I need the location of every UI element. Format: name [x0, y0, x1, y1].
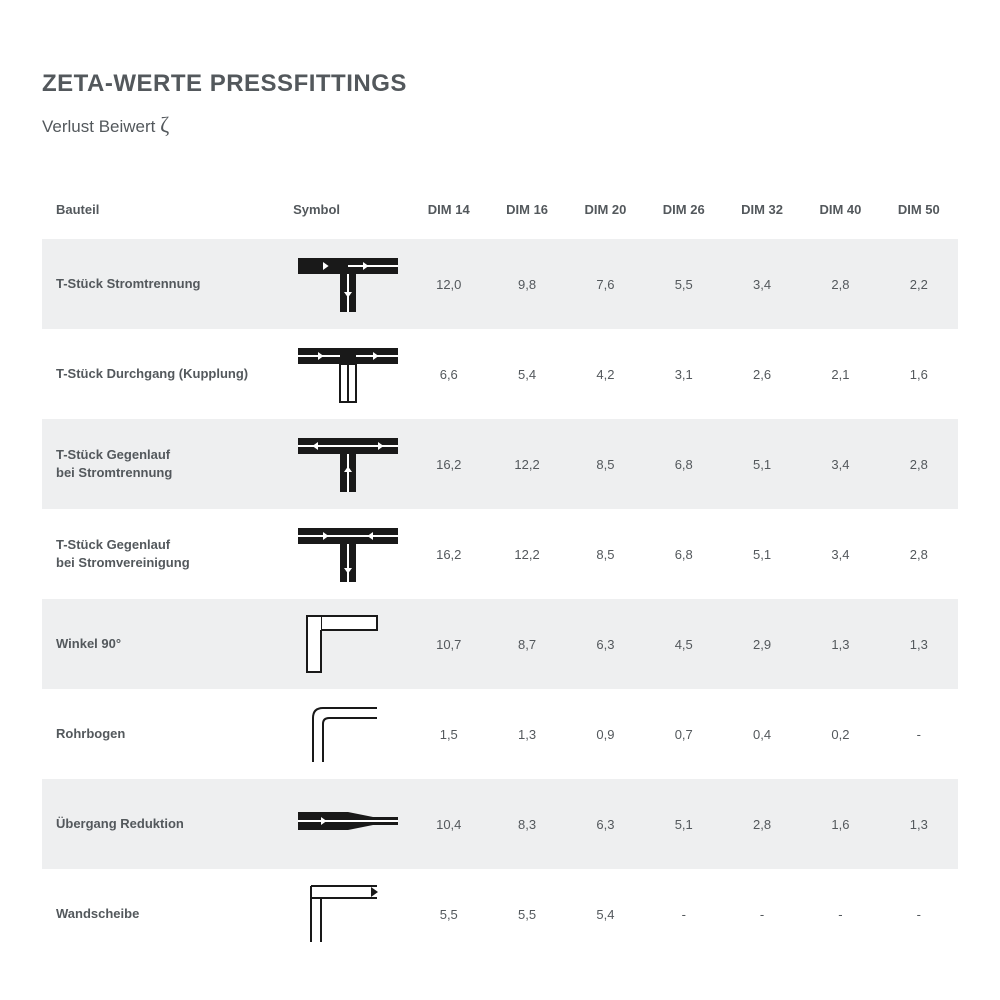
col-dim16: DIM 16 [488, 190, 566, 239]
value-cell: 0,7 [645, 689, 723, 779]
row-name: Übergang Reduktion [42, 779, 287, 869]
value-cell: 1,5 [410, 689, 488, 779]
value-cell: 12,0 [410, 239, 488, 329]
value-cell: 1,6 [801, 779, 879, 869]
table-row: Winkel 90° 10,78,76,34,52,91,31,3 [42, 599, 958, 689]
value-cell: 5,1 [723, 509, 801, 599]
zeta-table: Bauteil Symbol DIM 14 DIM 16 DIM 20 DIM … [42, 190, 958, 959]
value-cell: 5,1 [723, 419, 801, 509]
col-dim20: DIM 20 [566, 190, 644, 239]
value-cell: - [880, 869, 958, 959]
value-cell: 3,4 [801, 419, 879, 509]
value-cell: 2,6 [723, 329, 801, 419]
zeta-symbol: ζ [160, 112, 169, 137]
row-name: T-Stück Gegenlaufbei Stromvereinigung [42, 509, 287, 599]
col-symbol: Symbol [287, 190, 410, 239]
row-name: Wandscheibe [42, 869, 287, 959]
value-cell: 1,3 [801, 599, 879, 689]
value-cell: 3,4 [801, 509, 879, 599]
value-cell: 1,3 [488, 689, 566, 779]
table-row: T-Stück Gegenlaufbei Stromtrennung 16,21… [42, 419, 958, 509]
value-cell: 6,3 [566, 599, 644, 689]
value-cell: 5,4 [488, 329, 566, 419]
row-symbol-bend-icon [287, 689, 410, 779]
value-cell: 0,4 [723, 689, 801, 779]
value-cell: 10,7 [410, 599, 488, 689]
value-cell: 1,3 [880, 599, 958, 689]
value-cell: 2,8 [880, 419, 958, 509]
value-cell: 4,2 [566, 329, 644, 419]
value-cell: 3,4 [723, 239, 801, 329]
value-cell: 1,3 [880, 779, 958, 869]
value-cell: 2,2 [880, 239, 958, 329]
row-symbol-t-through-icon [287, 329, 410, 419]
value-cell: - [723, 869, 801, 959]
value-cell: 4,5 [645, 599, 723, 689]
value-cell: 5,1 [645, 779, 723, 869]
value-cell: 6,8 [645, 509, 723, 599]
value-cell: - [645, 869, 723, 959]
row-name: T-Stück Gegenlaufbei Stromtrennung [42, 419, 287, 509]
table-row: T-Stück Durchgang (Kupplung) 6,65,44,23,… [42, 329, 958, 419]
row-name: T-Stück Stromtrennung [42, 239, 287, 329]
table-row: T-Stück Gegenlaufbei Stromvereinigung 16… [42, 509, 958, 599]
table-row: Übergang Reduktion 10,48,36,35,12,81,61,… [42, 779, 958, 869]
value-cell: 8,5 [566, 419, 644, 509]
value-cell: 6,8 [645, 419, 723, 509]
row-symbol-t-sep-icon [287, 239, 410, 329]
col-dim40: DIM 40 [801, 190, 879, 239]
value-cell: 5,5 [645, 239, 723, 329]
value-cell: 5,4 [566, 869, 644, 959]
table-row: T-Stück Stromtrennung 12,09,87,65,53,42,… [42, 239, 958, 329]
value-cell: 0,9 [566, 689, 644, 779]
value-cell: 12,2 [488, 419, 566, 509]
col-dim32: DIM 32 [723, 190, 801, 239]
page-title: ZETA-WERTE PRESSFITTINGS [42, 70, 958, 98]
row-symbol-t-counter-sep-icon [287, 419, 410, 509]
value-cell: 5,5 [488, 869, 566, 959]
subtitle: Verlust Beiwert ζ [42, 112, 958, 138]
row-symbol-reducer-icon [287, 779, 410, 869]
value-cell: 2,1 [801, 329, 879, 419]
value-cell: 1,6 [880, 329, 958, 419]
row-name: Rohrbogen [42, 689, 287, 779]
row-name: Winkel 90° [42, 599, 287, 689]
value-cell: 2,8 [801, 239, 879, 329]
value-cell: 2,8 [880, 509, 958, 599]
col-dim26: DIM 26 [645, 190, 723, 239]
value-cell: 5,5 [410, 869, 488, 959]
value-cell: 16,2 [410, 419, 488, 509]
value-cell: 8,3 [488, 779, 566, 869]
value-cell: 8,5 [566, 509, 644, 599]
col-bauteil: Bauteil [42, 190, 287, 239]
table-row: Rohrbogen 1,51,30,90,70,40,2- [42, 689, 958, 779]
value-cell: 7,6 [566, 239, 644, 329]
value-cell: 2,8 [723, 779, 801, 869]
value-cell: 12,2 [488, 509, 566, 599]
value-cell: 2,9 [723, 599, 801, 689]
subtitle-prefix: Verlust Beiwert [42, 117, 160, 136]
value-cell: 9,8 [488, 239, 566, 329]
row-symbol-wall-icon [287, 869, 410, 959]
row-name: T-Stück Durchgang (Kupplung) [42, 329, 287, 419]
value-cell: 8,7 [488, 599, 566, 689]
value-cell: 0,2 [801, 689, 879, 779]
value-cell: 16,2 [410, 509, 488, 599]
row-symbol-t-counter-merge-icon [287, 509, 410, 599]
table-row: Wandscheibe 5,55,55,4---- [42, 869, 958, 959]
value-cell: - [801, 869, 879, 959]
row-symbol-angle90-icon [287, 599, 410, 689]
col-dim14: DIM 14 [410, 190, 488, 239]
col-dim50: DIM 50 [880, 190, 958, 239]
value-cell: - [880, 689, 958, 779]
header-row: Bauteil Symbol DIM 14 DIM 16 DIM 20 DIM … [42, 190, 958, 239]
value-cell: 6,3 [566, 779, 644, 869]
value-cell: 10,4 [410, 779, 488, 869]
value-cell: 6,6 [410, 329, 488, 419]
value-cell: 3,1 [645, 329, 723, 419]
